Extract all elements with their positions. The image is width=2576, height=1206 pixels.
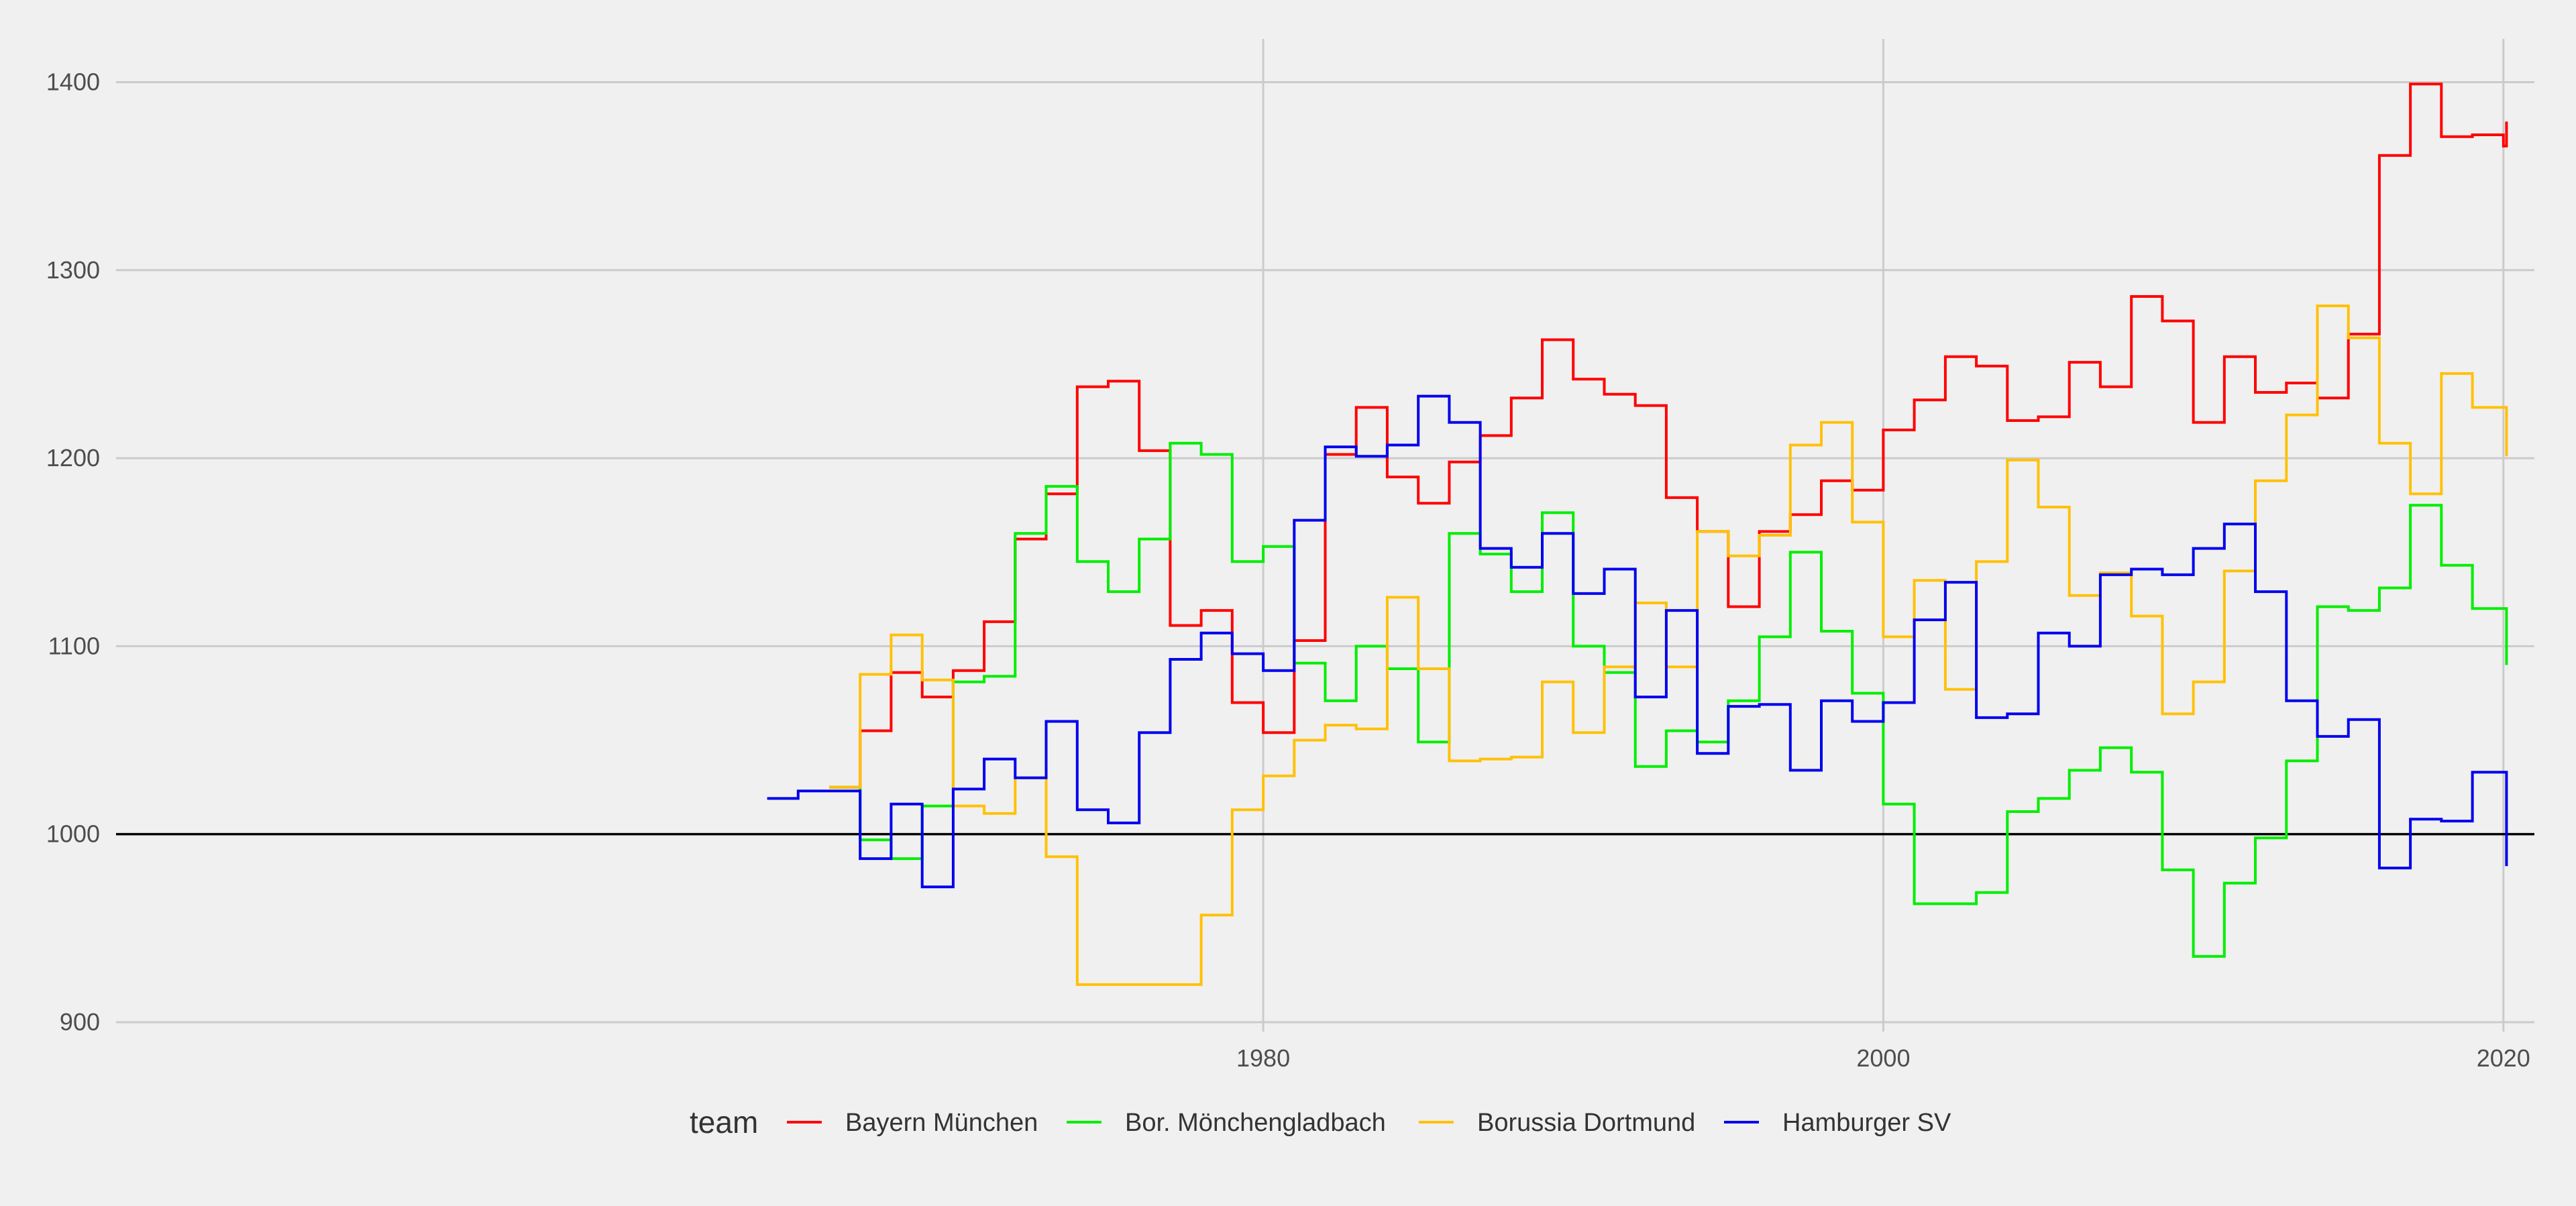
- y-tick-label: 900: [60, 1008, 100, 1036]
- legend: team Bayern München Bor. Mönchengladbach B…: [690, 1105, 1951, 1140]
- series-line: [767, 394, 2508, 889]
- axis-labels: 900 1000 1100 1200 1300 1400 1980 2000 2020: [46, 68, 2530, 1072]
- legend-label: Borussia Dortmund: [1477, 1109, 1695, 1137]
- legend-title: team: [690, 1105, 758, 1140]
- legend-label: Hamburger SV: [1782, 1109, 1951, 1137]
- series-line: [829, 441, 2508, 958]
- y-tick-label: 1200: [46, 444, 100, 472]
- y-tick-label: 1300: [46, 256, 100, 284]
- legend-label: Bayern München: [845, 1109, 1038, 1137]
- series-line: [829, 83, 2508, 789]
- x-tick-label: 2000: [1856, 1044, 1910, 1072]
- y-tick-label: 1000: [46, 820, 100, 848]
- x-tick-label: 1980: [1236, 1044, 1290, 1072]
- legend-label: Bor. Mönchengladbach: [1125, 1109, 1386, 1137]
- x-tick-label: 2020: [2477, 1044, 2530, 1072]
- y-tick-label: 1400: [46, 68, 100, 95]
- y-tick-label: 1100: [48, 632, 100, 659]
- series-layer: [767, 83, 2508, 986]
